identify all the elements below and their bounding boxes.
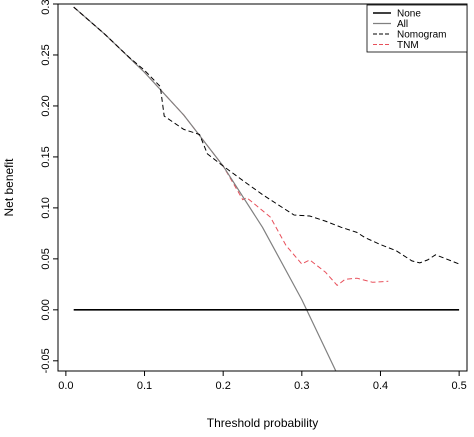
legend-box	[366, 4, 468, 53]
series-layer	[73, 6, 460, 371]
x-tick-label: 0.0	[58, 380, 73, 392]
y-tick-label: 0.15	[40, 146, 52, 167]
y-tick-label: 0.00	[40, 299, 52, 320]
x-axis-title: Threshold probability	[207, 416, 318, 430]
legend-label-tnm: TNM	[397, 40, 419, 51]
x-tick-label: 0.2	[216, 380, 231, 392]
y-tick-label: 0.05	[40, 248, 52, 269]
x-tick-label: 0.5	[451, 380, 466, 392]
plot-frame	[57, 3, 468, 372]
x-tick-label: 0.3	[294, 380, 309, 392]
x-axis: 0.0 0.1 0.2 0.3 0.4 0.5	[58, 371, 467, 392]
x-tick-label: 0.4	[373, 380, 388, 392]
series-line-nomogram	[73, 6, 460, 265]
series-line-tnm	[73, 6, 389, 286]
legend-label-nomogram: Nomogram	[397, 30, 446, 41]
y-tick-label: 0.30	[40, 0, 52, 15]
y-tick-label: -0.05	[40, 348, 52, 373]
legend-label-all: All	[397, 19, 408, 30]
y-tick-label: 0.20	[40, 95, 52, 116]
legend-label-none: None	[397, 9, 421, 20]
y-axis: -0.05 0.00 0.05 0.10 0.15 0.20 0.25 0.30	[40, 0, 58, 373]
y-tick-label: 0.10	[40, 197, 52, 218]
y-axis-title: Net benefit	[2, 158, 16, 217]
x-tick-label: 0.1	[137, 380, 152, 392]
y-tick-label: 0.25	[40, 44, 52, 65]
